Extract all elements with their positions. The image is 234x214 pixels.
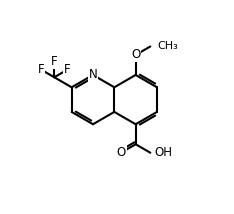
Text: F: F bbox=[38, 63, 44, 76]
Text: CH₃: CH₃ bbox=[157, 42, 178, 52]
Text: F: F bbox=[64, 63, 71, 76]
Text: F: F bbox=[51, 55, 58, 68]
Text: N: N bbox=[89, 68, 97, 82]
Text: OH: OH bbox=[154, 146, 172, 159]
Text: O: O bbox=[116, 146, 126, 159]
Text: O: O bbox=[131, 48, 140, 61]
